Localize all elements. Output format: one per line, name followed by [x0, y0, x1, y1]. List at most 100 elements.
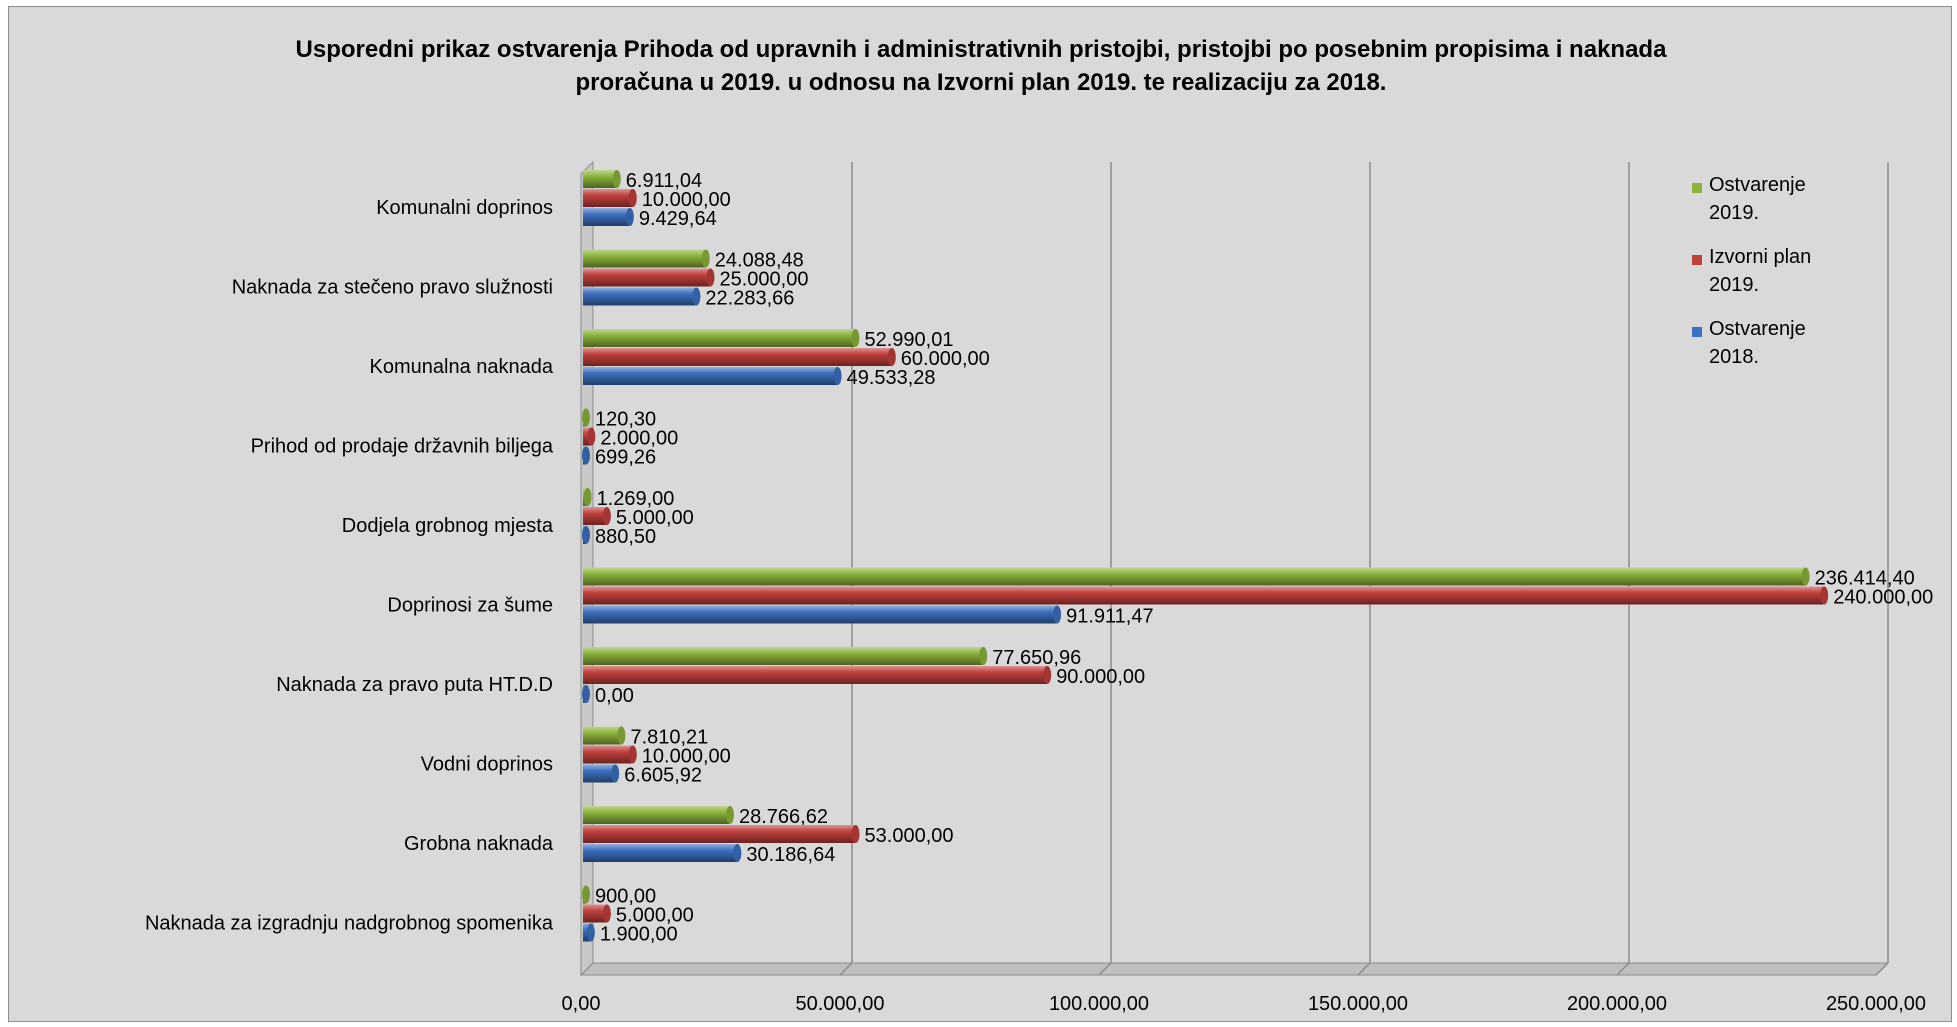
legend-label: Ostvarenje — [1709, 174, 1806, 196]
category-label: Naknada za izgradnju nadgrobnog spomenik… — [145, 913, 554, 935]
bar-end-cap — [602, 904, 611, 923]
bar-end-cap — [602, 507, 611, 525]
bar-end-cap — [586, 923, 595, 942]
data-label: 91.911,47 — [1066, 606, 1154, 628]
legend-swatch — [1692, 255, 1702, 265]
bar — [583, 208, 630, 226]
x-tick-label: 0,00 — [562, 993, 601, 1015]
legend-label: 2019. — [1709, 202, 1759, 224]
category-label: Vodni doprinos — [421, 754, 553, 776]
x-tick-label: 200.000,00 — [1567, 993, 1667, 1015]
data-label: 28.766,62 — [739, 806, 828, 828]
data-label: 6.605,92 — [624, 765, 702, 787]
chart-title-line-2: proračuna u 2019. u odnosu na Izvorni pl… — [575, 69, 1387, 96]
bar-end-cap — [1043, 666, 1052, 684]
bar — [583, 287, 697, 306]
data-label: 9.429,64 — [639, 208, 717, 230]
x-gridline-floor — [839, 962, 853, 976]
data-label: 2.000,00 — [600, 428, 678, 450]
bar-end-cap — [582, 685, 590, 703]
bar-end-cap — [582, 885, 590, 904]
category-label: Doprinosi za šume — [387, 595, 553, 617]
bar-end-cap — [887, 348, 896, 366]
category-label: Grobna naknada — [404, 833, 554, 855]
bar — [583, 567, 1806, 586]
x-gridline-floor — [1357, 962, 1371, 976]
bar-end-cap — [587, 427, 596, 446]
bar — [583, 507, 607, 525]
plot-floor — [579, 962, 1890, 976]
data-label: 5.000,00 — [616, 507, 694, 529]
data-label: 7.810,21 — [630, 727, 708, 749]
category-label: Prihod od prodaje državnih biljega — [251, 436, 554, 458]
bar — [583, 249, 706, 268]
bar-end-cap — [611, 764, 620, 783]
legend-label: Izvorni plan — [1709, 246, 1811, 268]
data-label: 0,00 — [595, 685, 634, 707]
bar — [583, 726, 622, 745]
bar-end-cap — [628, 189, 637, 207]
data-label: 699,26 — [595, 447, 656, 469]
data-label: 10.000,00 — [642, 746, 731, 768]
data-label: 30.186,64 — [746, 844, 835, 866]
x-tick-label: 50.000,00 — [796, 993, 885, 1015]
bar-end-cap — [979, 647, 988, 665]
bar-end-cap — [582, 446, 590, 465]
bar-end-cap — [733, 844, 742, 862]
bar-end-cap — [617, 726, 626, 745]
data-label: 90.000,00 — [1056, 666, 1145, 688]
bar-end-cap — [851, 329, 860, 347]
bar-end-cap — [726, 806, 735, 824]
bar-end-cap — [1801, 567, 1810, 586]
bar — [583, 189, 633, 207]
data-label: 24.088,48 — [715, 250, 804, 272]
data-label: 22.283,66 — [705, 288, 794, 310]
data-label: 240.000,00 — [1833, 587, 1933, 609]
data-label: 10.000,00 — [642, 189, 731, 211]
x-gridline-floor — [1098, 962, 1112, 976]
category-label: Dodjela grobnog mjesta — [342, 515, 554, 537]
bar — [583, 666, 1048, 684]
x-gridline-floor — [1875, 962, 1889, 976]
bar — [583, 904, 607, 923]
data-label: 52.990,01 — [864, 329, 953, 351]
bar — [583, 367, 838, 385]
category-label: Naknada za stečeno pravo služnosti — [232, 277, 553, 299]
bar-end-cap — [851, 825, 860, 843]
bar — [583, 825, 856, 843]
data-label: 236.414,40 — [1815, 568, 1915, 590]
bar — [583, 348, 892, 366]
legend-label: Ostvarenje — [1709, 318, 1806, 340]
data-label: 120,30 — [595, 409, 656, 431]
x-tick-label: 100.000,00 — [1049, 993, 1149, 1015]
bar — [583, 586, 1825, 605]
data-label: 53.000,00 — [865, 825, 954, 847]
data-label: 5.000,00 — [616, 905, 694, 927]
bar — [583, 647, 984, 665]
bar — [583, 427, 592, 446]
x-tick-label: 150.000,00 — [1308, 993, 1408, 1015]
bar — [583, 268, 711, 287]
bar — [583, 329, 856, 347]
bar-end-cap — [582, 408, 590, 427]
data-label: 1.269,00 — [597, 488, 675, 510]
bar — [583, 844, 738, 862]
bar — [583, 806, 731, 824]
category-label: Komunalna naknada — [370, 356, 554, 378]
legend-swatch — [1692, 183, 1702, 193]
bar-end-cap — [1053, 605, 1062, 624]
data-label: 60.000,00 — [901, 348, 990, 370]
bar-end-cap — [706, 268, 715, 287]
bar-end-cap — [612, 170, 621, 188]
category-label: Naknada za pravo puta HT.D.D — [276, 674, 553, 696]
data-label: 1.900,00 — [600, 924, 678, 946]
bar — [583, 764, 616, 783]
data-label: 25.000,00 — [720, 269, 809, 291]
data-label: 49.533,28 — [847, 367, 936, 389]
bar — [583, 170, 617, 188]
chart-plot: 0,00 50.000,00 100.000,00 150.000,00 200.000… — [145, 160, 1933, 1015]
legend-label: 2018. — [1709, 346, 1759, 368]
data-label: 900,00 — [595, 886, 656, 908]
bar-end-cap — [628, 745, 637, 764]
data-label: 880,50 — [595, 526, 656, 548]
